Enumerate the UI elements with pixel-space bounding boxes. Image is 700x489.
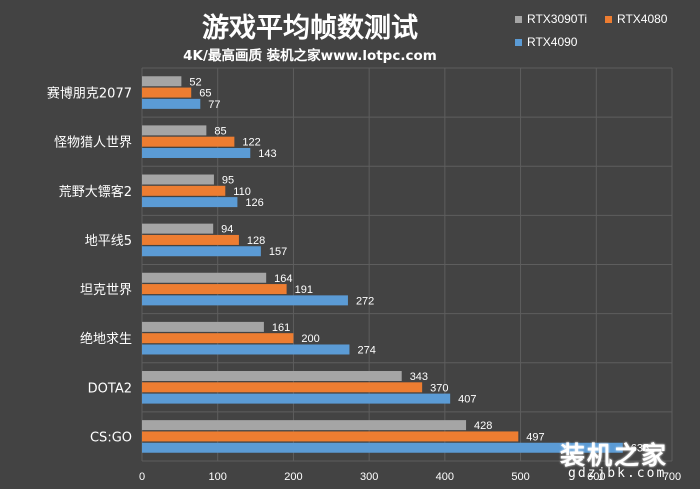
bar-rtx4080	[142, 87, 192, 98]
legend-label-rtx4090: RTX4090	[527, 35, 578, 49]
data-label: 52	[189, 76, 201, 88]
data-label: 272	[356, 295, 374, 307]
data-label: 95	[222, 175, 234, 187]
watermark-main: 装机之家	[560, 441, 669, 470]
watermark-logo: 装机之家 gdzjbk.com	[540, 436, 690, 484]
bar-rtx4080	[142, 431, 519, 442]
bar-rtx4080	[142, 333, 294, 344]
category-label: 绝地求生	[80, 331, 132, 347]
legend-swatch-rtx4090	[515, 38, 522, 46]
data-label: 191	[295, 284, 313, 296]
legend-item-rtx4090: RTX4090	[515, 35, 577, 49]
bar-rtx4080	[142, 284, 287, 295]
data-label: 77	[208, 99, 220, 111]
chart-title: 游戏平均帧数测试	[202, 13, 418, 44]
x-tick-label: 400	[436, 471, 454, 483]
x-tick-label: 700	[663, 471, 681, 483]
bar-rtx3090ti	[142, 272, 267, 283]
data-label: 635	[631, 443, 649, 455]
data-label: 157	[269, 246, 287, 258]
bar-rtx3090ti	[142, 371, 402, 382]
bar-rtx3090ti	[142, 125, 207, 136]
bar-rtx4080	[142, 234, 239, 245]
data-label: 407	[458, 394, 476, 406]
category-label: 怪物猎人世界	[54, 136, 132, 151]
bar-rtx4090	[142, 197, 238, 208]
category-label: CS:GO	[90, 430, 132, 445]
bar-rtx4090	[142, 393, 451, 404]
legend-swatch-rtx4080	[605, 15, 612, 23]
bar-rtx4080	[142, 382, 423, 393]
legend-label-rtx4080: RTX4080	[617, 12, 668, 26]
data-label: 143	[258, 148, 276, 160]
bar-rtx4080	[142, 136, 235, 147]
data-label: 274	[357, 344, 375, 356]
data-label: 164	[274, 273, 292, 285]
bar-rtx4090	[142, 246, 261, 257]
x-tick-label: 0	[139, 471, 145, 483]
bar-rtx3090ti	[142, 420, 467, 431]
data-label: 110	[233, 186, 251, 198]
category-label: 地平线5	[85, 234, 132, 249]
bar-rtx4090	[142, 442, 623, 453]
chart-subtitle: 4K/最高画质 装机之家www.lotpc.com	[183, 48, 437, 64]
bar-rtx4080	[142, 185, 226, 196]
bar-rtx3090ti	[142, 174, 214, 185]
bar-rtx3090ti	[142, 321, 264, 332]
data-label: 428	[474, 420, 492, 432]
bar-rtx4090	[142, 98, 201, 109]
bar-rtx3090ti	[142, 223, 214, 234]
data-label: 85	[214, 125, 226, 137]
watermark-sub: gdzjbk.com	[568, 466, 667, 481]
data-label: 343	[410, 371, 428, 383]
x-tick-label: 200	[284, 471, 302, 483]
data-label: 370	[430, 382, 448, 394]
data-label: 65	[199, 88, 211, 100]
bar-rtx4090	[142, 344, 350, 355]
legend-label-rtx3090ti: RTX3090Ti	[527, 12, 588, 26]
data-label: 126	[245, 197, 263, 209]
x-tick-label: 100	[209, 471, 227, 483]
data-label: 128	[247, 235, 265, 247]
data-label: 94	[221, 224, 233, 236]
legend-item-rtx4080: RTX4080	[605, 12, 667, 26]
category-label: 赛博朋克2077	[47, 86, 132, 102]
data-label: 122	[242, 137, 260, 149]
category-label: 坦克世界	[80, 283, 132, 298]
x-tick-label: 500	[511, 471, 529, 483]
legend-item-rtx3090ti: RTX3090Ti	[515, 12, 587, 26]
x-tick-label: 300	[360, 471, 378, 483]
category-label: DOTA2	[88, 381, 132, 396]
bar-rtx3090ti	[142, 76, 182, 87]
data-label: 161	[272, 322, 290, 334]
data-label: 200	[301, 333, 319, 345]
legend-swatch-rtx3090ti	[515, 15, 522, 23]
bar-rtx4090	[142, 147, 251, 158]
category-label: 荒野大镖客2	[59, 184, 132, 200]
bar-rtx4090	[142, 295, 348, 306]
x-tick-label: 600	[587, 471, 605, 483]
data-label: 497	[526, 431, 544, 443]
